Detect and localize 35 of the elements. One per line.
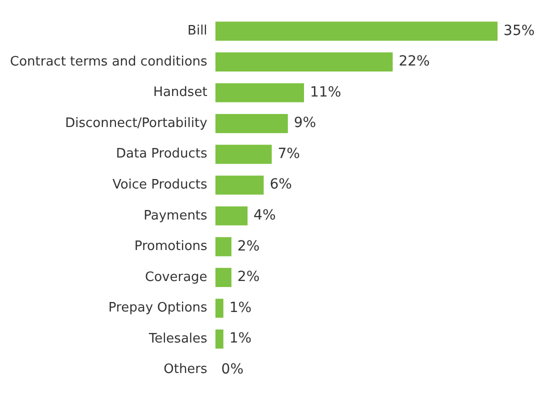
bar xyxy=(215,237,232,256)
bar xyxy=(215,268,232,287)
data-label: 22% xyxy=(398,54,430,70)
data-label: 1% xyxy=(229,300,252,316)
data-label: 2% xyxy=(237,238,260,254)
bar xyxy=(215,52,393,72)
data-label: 4% xyxy=(254,208,276,224)
bar xyxy=(215,22,498,41)
y-tick-label: Data Products xyxy=(116,146,208,162)
data-label: 35% xyxy=(504,22,535,39)
y-tick-label: Telesales xyxy=(148,331,208,346)
y-tick-label: Voice Products xyxy=(112,177,208,192)
data-label: 0% xyxy=(221,361,244,378)
data-label: 9% xyxy=(294,115,316,132)
data-label: 2% xyxy=(237,269,260,286)
bar xyxy=(215,176,264,195)
data-label: 1% xyxy=(229,330,252,347)
y-tick-label: Payments xyxy=(144,208,208,224)
y-tick-label: Prepay Options xyxy=(108,300,208,316)
bar xyxy=(215,298,224,318)
data-label: 7% xyxy=(278,146,300,162)
y-tick-label: Disconnect/Portability xyxy=(65,116,208,131)
y-tick-label: Bill xyxy=(188,24,208,39)
bar xyxy=(215,206,248,226)
data-label: 11% xyxy=(310,84,342,100)
y-tick-label: Handset xyxy=(153,85,208,100)
y-tick-label: Promotions xyxy=(134,239,208,254)
bar xyxy=(215,83,304,102)
bar xyxy=(215,329,224,349)
bar xyxy=(215,114,288,134)
data-label: 6% xyxy=(270,176,292,193)
y-tick-label: Others xyxy=(164,362,208,378)
y-tick-label: Contract terms and conditions xyxy=(10,54,208,70)
y-tick-label: Coverage xyxy=(145,270,208,285)
bar xyxy=(215,144,272,164)
